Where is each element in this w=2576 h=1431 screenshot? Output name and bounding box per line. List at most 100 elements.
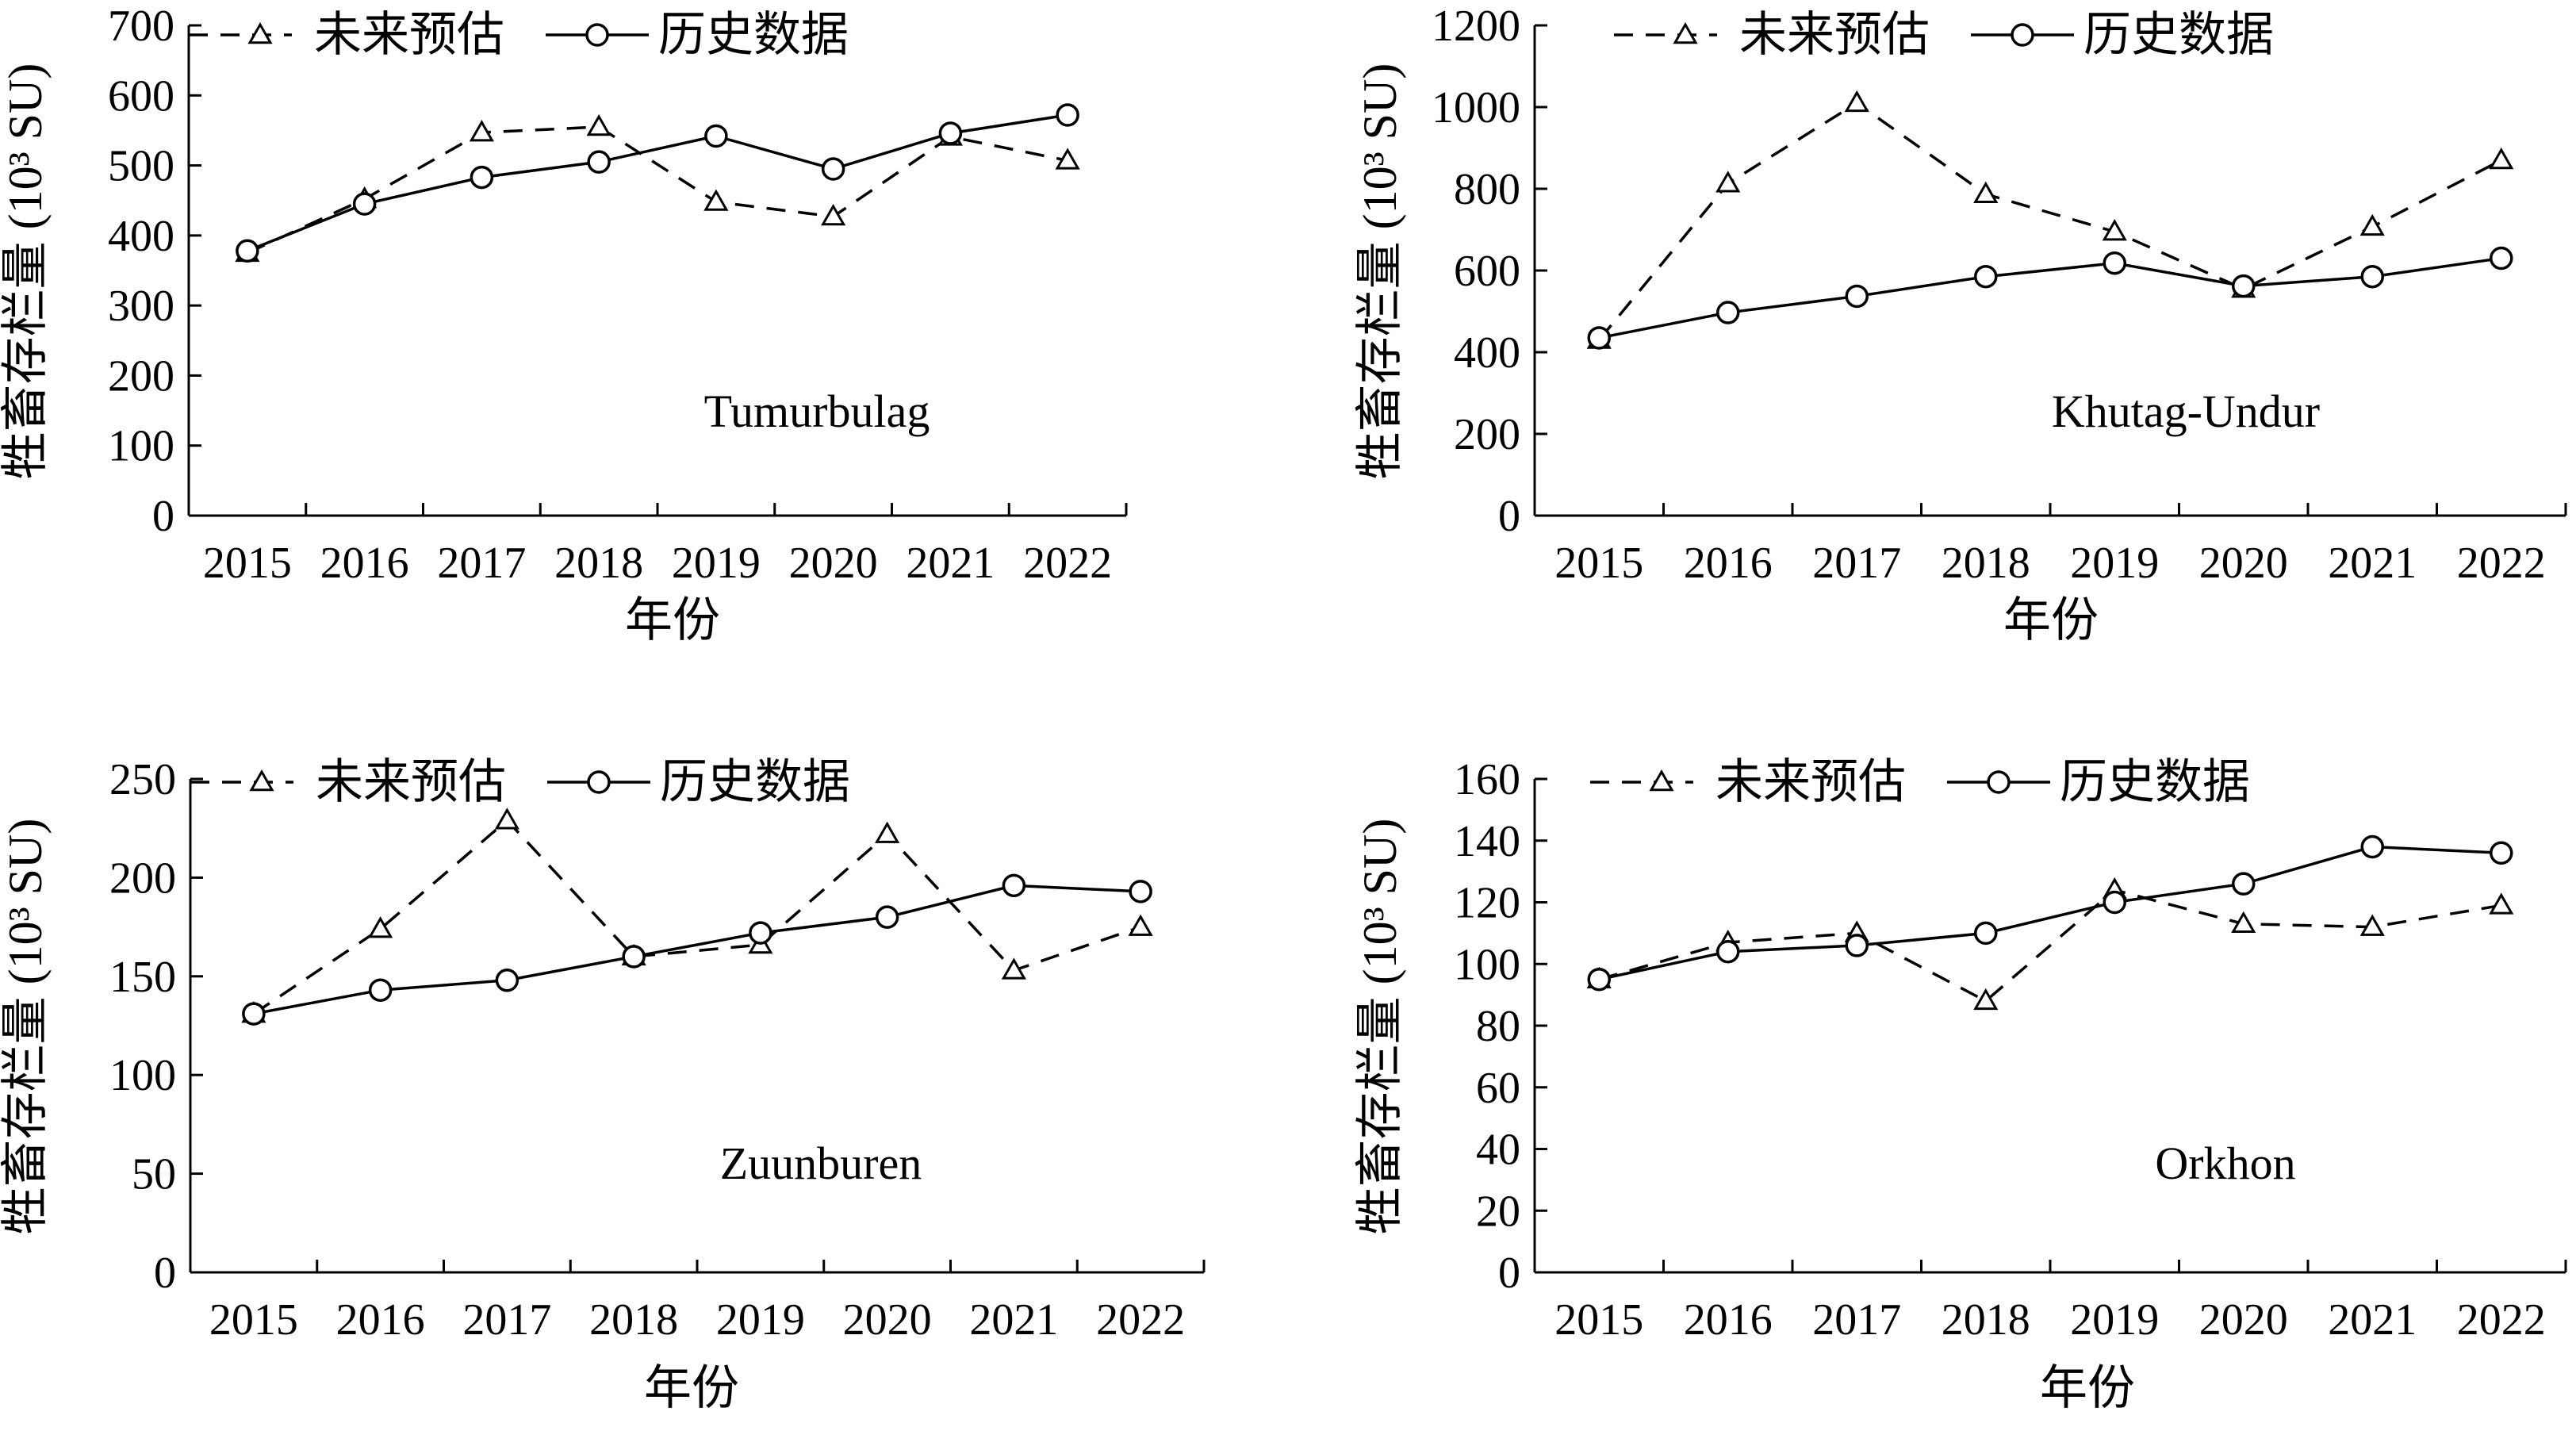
data-point-circle — [938, 121, 963, 145]
data-point-triangle — [494, 808, 519, 830]
x-tick-label: 2018 — [554, 539, 643, 588]
y-tick-label: 120 — [1454, 879, 1520, 928]
y-tick-label: 0 — [1498, 492, 1520, 541]
legend-circle-icon — [587, 770, 611, 794]
y-axis-title: 牲畜存栏量 (10³ SU) — [0, 63, 52, 480]
data-point-triangle — [2489, 147, 2514, 170]
data-point-circle — [1587, 326, 1611, 350]
data-point-triangle — [2102, 219, 2127, 241]
data-point-circle — [2490, 246, 2513, 270]
data-point-circle — [1587, 967, 1611, 992]
series-historical — [236, 103, 1079, 263]
x-tick-label: 2016 — [1684, 539, 1773, 588]
x-tick-label: 2021 — [2328, 1295, 2417, 1345]
data-point-triangle — [1844, 90, 1869, 113]
series-line — [247, 125, 1068, 255]
x-tick-label: 2019 — [2070, 1295, 2159, 1345]
data-point-circle — [470, 165, 494, 190]
y-tick-label: 40 — [1476, 1126, 1520, 1175]
data-point-triangle — [1128, 914, 1153, 936]
x-tick-label: 2018 — [1942, 1295, 2030, 1345]
y-tick-label: 250 — [109, 755, 176, 804]
data-point-circle — [749, 921, 772, 945]
x-tick-label: 2017 — [462, 1295, 551, 1345]
legend-circle-icon — [2011, 23, 2034, 47]
y-tick-label: 0 — [154, 1249, 176, 1298]
data-point-triangle — [2231, 911, 2256, 933]
x-tick-label: 2018 — [1942, 539, 2030, 588]
data-point-circle — [352, 192, 377, 216]
y-axis-title: 牲畜存栏量 (10³ SU) — [1354, 819, 1406, 1235]
location-label: Khutag-Undur — [2052, 386, 2320, 437]
legend-label: 未来预估 — [316, 756, 506, 808]
legend-circle-icon — [585, 23, 609, 47]
chart-panel-4: 0 20 40 60 80 100 120 140 160 2015 2016 2017 2018 201… — [1354, 755, 2567, 1414]
y-tick-label: 800 — [1454, 165, 1520, 214]
data-point-circle — [2490, 841, 2513, 865]
data-point-circle — [1002, 873, 1026, 898]
data-point-circle — [1056, 103, 1079, 127]
x-tick-label: 2020 — [843, 1295, 932, 1345]
y-tick-label: 20 — [1476, 1187, 1520, 1236]
data-point-circle — [821, 157, 845, 181]
x-tick-label: 2020 — [789, 539, 878, 588]
y-tick-label: 100 — [109, 1051, 176, 1100]
x-tick-label: 2019 — [672, 539, 761, 588]
chart-panel-3: 0 50 100 150 200 250 2015 2016 2017 2018 2019 2020 2… — [0, 755, 1206, 1414]
data-point-circle — [2360, 264, 2384, 289]
x-tick-label: 2019 — [2070, 539, 2159, 588]
data-point-triangle — [2359, 213, 2385, 236]
x-tick-label: 2022 — [1096, 1295, 1185, 1345]
x-tick-label: 2017 — [1812, 1295, 1901, 1345]
x-tick-label: 2021 — [969, 1295, 1058, 1345]
y-tick-label: 80 — [1476, 1002, 1520, 1051]
series-line — [247, 113, 1068, 252]
legend-label: 历史数据 — [660, 756, 850, 808]
y-tick-label: 400 — [108, 212, 174, 261]
x-tick-label: 2020 — [2199, 1295, 2288, 1345]
data-point-circle — [236, 239, 259, 263]
x-tick-label: 2015 — [1554, 1295, 1643, 1345]
x-tick-label: 2017 — [437, 539, 526, 588]
series-historical — [1587, 246, 2513, 350]
y-tick-label: 200 — [108, 351, 174, 401]
x-tick-label: 2022 — [1023, 539, 1112, 588]
data-point-circle — [2232, 274, 2256, 298]
data-point-circle — [704, 124, 728, 148]
data-point-triangle — [1001, 957, 1026, 980]
y-tick-label: 600 — [1454, 247, 1520, 296]
legend-triangle-icon — [247, 21, 273, 44]
data-point-triangle — [1973, 988, 1999, 1011]
data-point-circle — [2232, 872, 2256, 896]
y-tick-label: 60 — [1476, 1064, 1520, 1113]
data-point-triangle — [368, 916, 393, 938]
y-tick-label: 100 — [108, 422, 174, 471]
x-tick-label: 2016 — [336, 1295, 425, 1345]
data-point-triangle — [1973, 181, 1999, 203]
x-tick-label: 2021 — [906, 539, 995, 588]
legend-circle-icon — [1987, 770, 2011, 794]
location-label: Orkhon — [2155, 1138, 2295, 1189]
series-line — [1598, 888, 2502, 1003]
data-point-circle — [622, 945, 646, 969]
legend: 未来预估 历史数据 — [189, 9, 849, 61]
series-line — [253, 884, 1141, 1015]
data-point-circle — [242, 1002, 266, 1026]
x-tick-label: 2016 — [320, 539, 409, 588]
location-label: Zuunburen — [720, 1138, 922, 1189]
x-axis-title: 年份 — [644, 1362, 739, 1414]
data-point-circle — [587, 150, 611, 174]
data-point-circle — [2103, 890, 2126, 915]
y-tick-label: 200 — [109, 854, 176, 903]
x-tick-label: 2016 — [1684, 1295, 1773, 1345]
series-line — [1598, 845, 2501, 981]
x-tick-label: 2020 — [2199, 539, 2288, 588]
data-point-circle — [368, 978, 393, 1002]
y-tick-label: 50 — [132, 1150, 176, 1199]
y-tick-label: 160 — [1454, 755, 1520, 804]
x-tick-label: 2017 — [1812, 539, 1901, 588]
series-historical — [1587, 834, 2513, 992]
data-point-triangle — [586, 113, 611, 136]
y-tick-label: 400 — [1454, 328, 1520, 378]
